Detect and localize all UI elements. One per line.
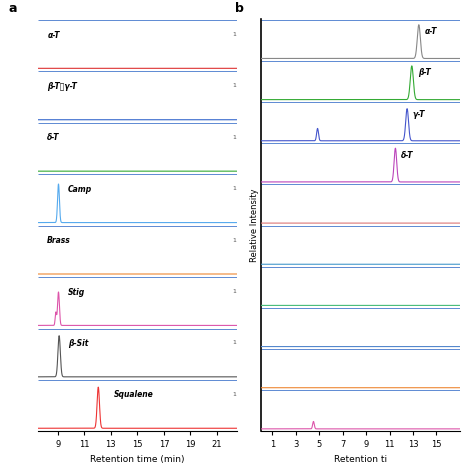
- Text: 1: 1: [232, 237, 236, 243]
- X-axis label: Retention ti: Retention ti: [334, 455, 387, 464]
- Text: 1: 1: [232, 392, 236, 397]
- Text: 1: 1: [232, 83, 236, 88]
- Text: β-T: β-T: [418, 68, 430, 77]
- Text: α-T: α-T: [47, 30, 60, 39]
- Y-axis label: Relative Intensity: Relative Intensity: [250, 188, 259, 262]
- Text: 1: 1: [232, 135, 236, 140]
- Text: δ-T: δ-T: [401, 151, 414, 160]
- Text: Brass: Brass: [47, 236, 71, 245]
- Text: δ-T: δ-T: [47, 133, 60, 142]
- Text: b: b: [235, 2, 244, 15]
- X-axis label: Retention time (min): Retention time (min): [90, 455, 185, 464]
- Text: a: a: [8, 2, 17, 15]
- Text: γ-T: γ-T: [413, 109, 426, 118]
- Text: Stig: Stig: [68, 288, 85, 297]
- Text: β-Sit: β-Sit: [68, 339, 88, 348]
- Text: α-T: α-T: [425, 27, 437, 36]
- Text: Squalene: Squalene: [114, 391, 153, 400]
- Text: 1: 1: [232, 340, 236, 346]
- Text: β-T、γ-T: β-T、γ-T: [47, 82, 77, 91]
- Text: 1: 1: [232, 289, 236, 294]
- Text: 1: 1: [232, 186, 236, 191]
- Text: 1: 1: [232, 32, 236, 37]
- Text: Camp: Camp: [68, 185, 92, 194]
